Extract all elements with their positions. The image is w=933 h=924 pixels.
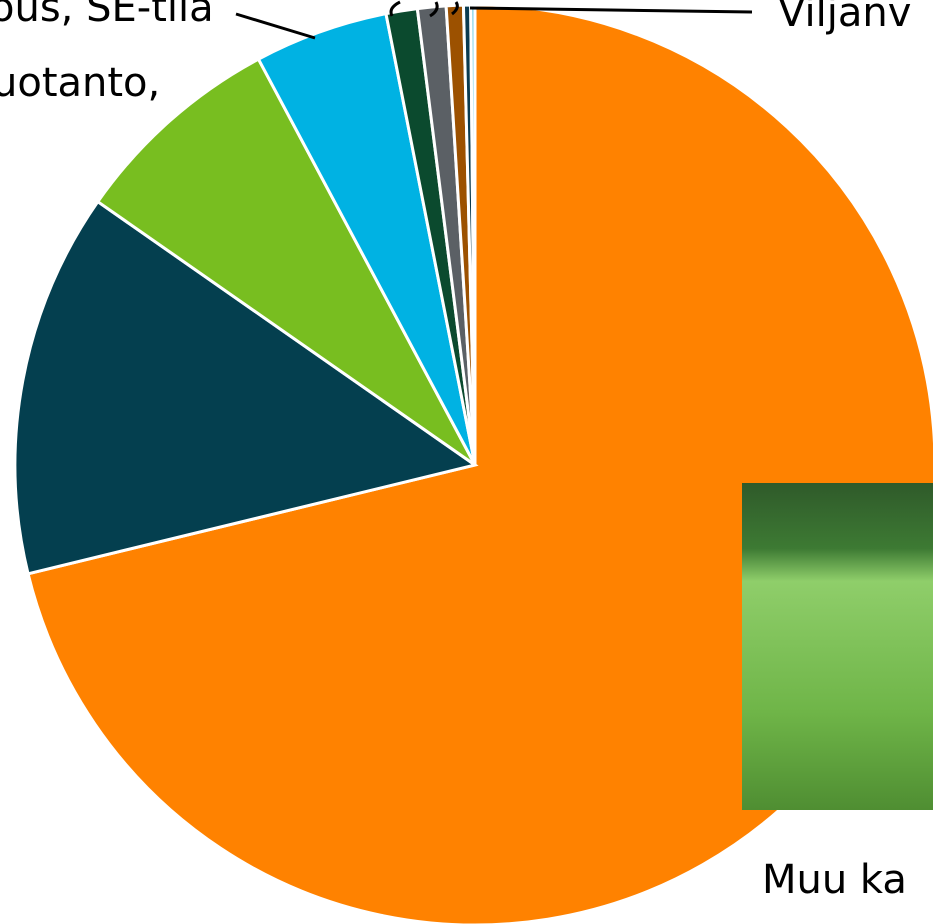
photo — [742, 483, 933, 810]
slice-label: Muu ka — [762, 857, 907, 903]
chart: Muu ka uotanto, ous, SE-tila Viljanv — [0, 0, 933, 924]
slice-label: ous, SE-tila — [0, 0, 214, 31]
slice-label: uotanto, — [0, 60, 160, 106]
slice-label: Viljanv — [778, 0, 911, 36]
